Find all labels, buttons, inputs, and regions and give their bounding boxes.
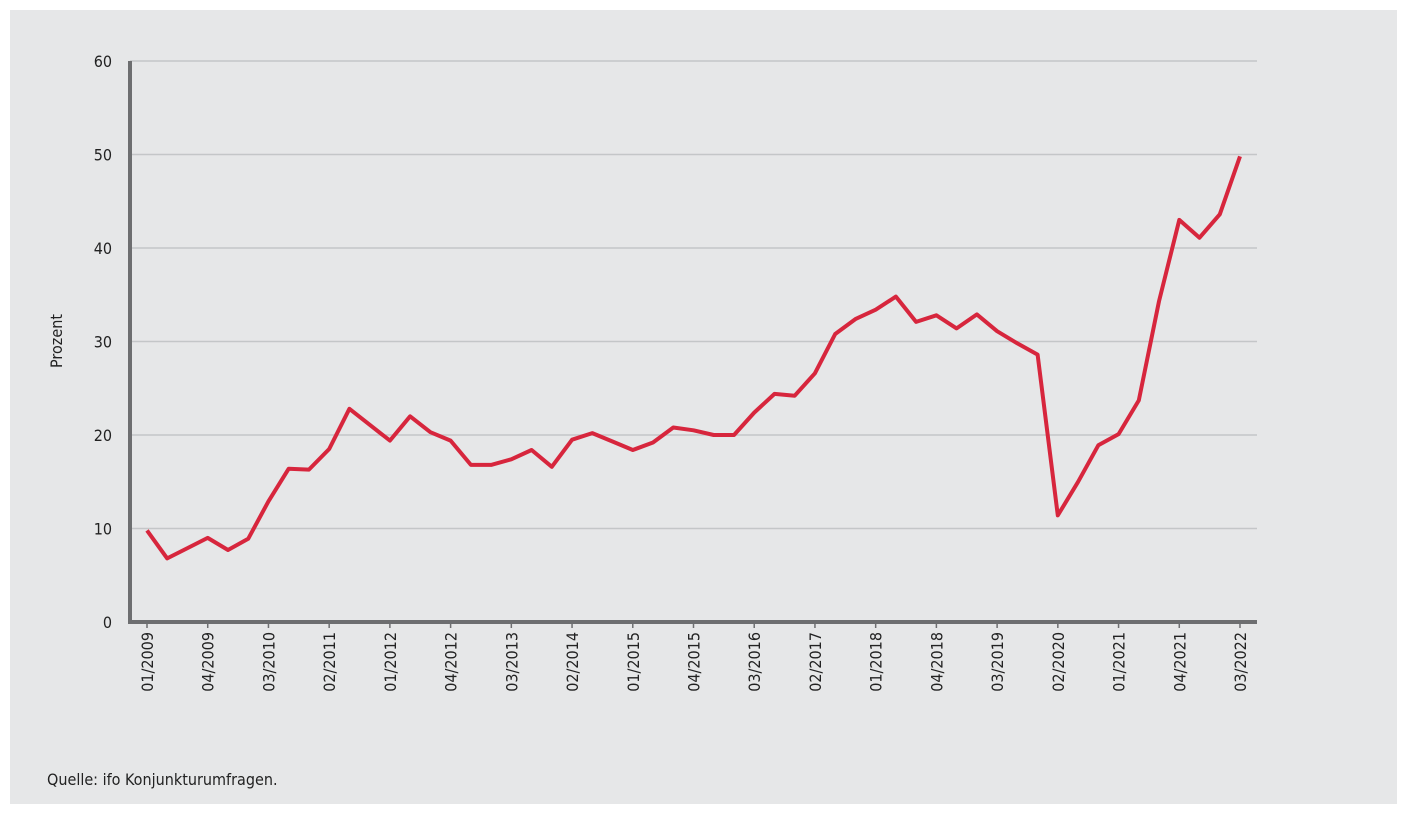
x-tick-label: 04/2021 (1170, 632, 1189, 692)
data-line (145, 155, 1242, 561)
x-tick-label: 01/2018 (867, 632, 886, 692)
y-tick-label: 20 (94, 426, 112, 445)
x-tick-label: 03/2019 (988, 632, 1007, 692)
y-tick-label: 0 (103, 613, 112, 632)
x-tick-label: 01/2012 (381, 632, 400, 692)
x-tick-label: 02/2017 (806, 632, 825, 692)
x-tick-label: 01/2009 (138, 632, 157, 692)
panel (10, 10, 1397, 804)
x-tick-label: 04/2009 (199, 632, 218, 692)
x-tick-label: 03/2016 (745, 632, 764, 692)
x-tick-label: 02/2014 (563, 632, 582, 692)
y-tick-label: 50 (94, 146, 112, 165)
y-tick-label: 60 (94, 52, 112, 71)
source-note: Quelle: ifo Konjunkturumfragen. (47, 770, 278, 789)
x-tick-label: 04/2012 (442, 632, 461, 692)
x-tick-label: 02/2020 (1049, 632, 1068, 692)
x-tick-label: 03/2013 (502, 632, 521, 692)
x-tick-label: 03/2010 (259, 632, 278, 692)
x-tick-label: 03/2022 (1231, 632, 1250, 692)
x-tick-label: 01/2015 (624, 632, 643, 692)
x-tick-label: 04/2015 (685, 632, 704, 692)
x-tick-label: 01/2021 (1110, 632, 1129, 692)
y-tick-label: 40 (94, 239, 112, 258)
y-tick-label: 10 (94, 520, 112, 539)
x-tick-label: 02/2011 (320, 632, 339, 692)
x-tick-label: 04/2018 (927, 632, 946, 692)
y-tick-label: 30 (94, 333, 112, 352)
y-axis-label: Prozent (47, 314, 66, 368)
